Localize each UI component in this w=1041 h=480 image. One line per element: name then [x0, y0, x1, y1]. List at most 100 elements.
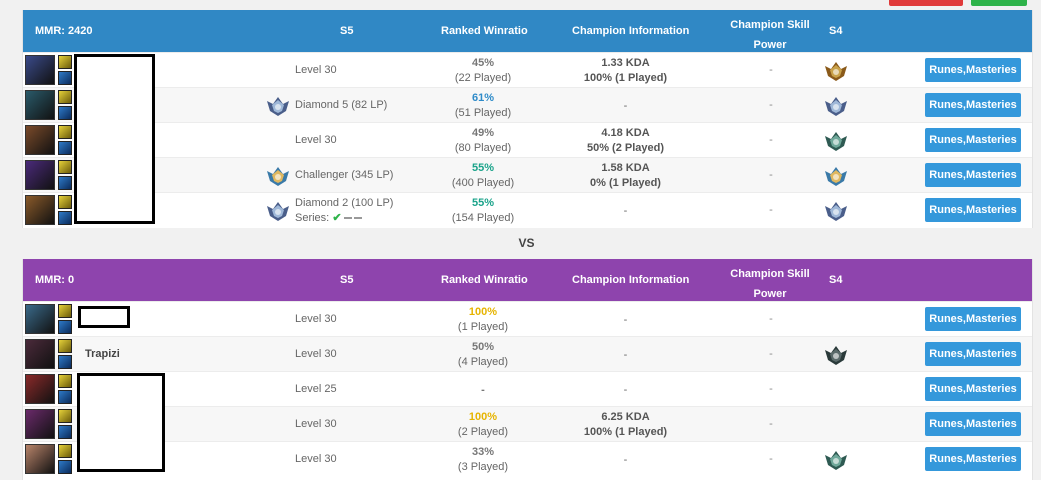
- summoner-spell-icon: [58, 425, 72, 439]
- summoner-spell-icon: [58, 460, 72, 474]
- team2-mmr: MMR: 0: [35, 274, 75, 286]
- champion-info: -: [623, 454, 628, 466]
- champion-icon[interactable]: [25, 55, 55, 85]
- champion-skill-power: -: [769, 313, 773, 325]
- runes-masteries-button[interactable]: Runes,Masteries: [925, 163, 1021, 187]
- player-row: Level 30 49% (80 Played) 4.18 KDA 50% (2 Pla…: [23, 122, 1032, 158]
- summoner-spell-icon: [58, 320, 72, 334]
- champion-info: 4.18 KDA 50% (2 Played): [586, 127, 665, 154]
- champion-icon[interactable]: [25, 304, 55, 334]
- champion-info: -: [623, 205, 628, 217]
- redacted-name-box: [74, 54, 155, 224]
- s4-tier-emblem-icon: [823, 198, 849, 224]
- runes-masteries-button[interactable]: Runes,Masteries: [925, 58, 1021, 82]
- player-row: Diamond 2 (100 LP) Series: ✔ 55% (154 Playe…: [23, 192, 1032, 228]
- top-red-button[interactable]: [889, 0, 963, 6]
- champion-icon[interactable]: [25, 444, 55, 474]
- player-row: Level 30 45% (22 Played) 1.33 KDA 100% (1 Pl…: [23, 52, 1032, 88]
- champion-info: -: [623, 349, 628, 361]
- played-count: (154 Played): [451, 212, 515, 224]
- ranked-winratio: 55% (400 Played): [433, 161, 533, 191]
- champion-icon[interactable]: [25, 90, 55, 120]
- winrate-percent: 100%: [468, 306, 498, 318]
- champion-icon[interactable]: [25, 374, 55, 404]
- winrate-percent: 100%: [468, 411, 498, 423]
- champion-icon[interactable]: [25, 125, 55, 155]
- champion-icon[interactable]: [25, 339, 55, 369]
- played-count: (51 Played): [454, 107, 512, 119]
- runes-masteries-button[interactable]: Runes,Masteries: [925, 198, 1021, 222]
- champion-skill-power: -: [769, 348, 773, 360]
- champion-skill-power: -: [769, 204, 773, 216]
- summoner-spell-icon: [58, 195, 72, 209]
- player-name[interactable]: Trapizi: [85, 348, 120, 360]
- champion-skill-power: -: [769, 383, 773, 395]
- runes-masteries-button[interactable]: Runes,Masteries: [925, 307, 1021, 331]
- top-green-button[interactable]: [971, 0, 1027, 6]
- header-s5: S5: [340, 274, 354, 286]
- winrate-percent: 50%: [471, 341, 495, 353]
- runes-masteries-button[interactable]: Runes,Masteries: [925, 93, 1021, 117]
- vs-label: VS: [518, 236, 535, 250]
- runes-masteries-button[interactable]: Runes,Masteries: [925, 447, 1021, 471]
- header-champion-skill-power: Champion Skill Power: [730, 268, 810, 300]
- summoner-spell-icon: [58, 106, 72, 120]
- header-ranked-winratio: Ranked Winratio: [441, 274, 528, 286]
- ranked-winratio: 100% (2 Played): [433, 410, 533, 440]
- winrate-percent: 33%: [471, 446, 495, 458]
- played-count: (400 Played): [451, 177, 515, 189]
- champion-info: 1.58 KDA 0% (1 Played): [590, 162, 661, 189]
- winrate-percent: -: [481, 384, 485, 396]
- runes-masteries-button[interactable]: Runes,Masteries: [925, 128, 1021, 152]
- runes-masteries-button[interactable]: Runes,Masteries: [925, 377, 1021, 401]
- team1-panel: MMR: 2420 S5 Ranked Winratio Champion In…: [22, 10, 1033, 228]
- summoner-spell-icon: [58, 339, 72, 353]
- check-icon: ✔: [332, 212, 342, 224]
- top-strip: [0, 0, 1041, 8]
- champion-info: -: [623, 100, 628, 112]
- played-count: (1 Played): [457, 321, 509, 333]
- s4-tier-emblem-icon: [823, 163, 849, 189]
- summoner-spell-icon: [58, 211, 72, 225]
- ranked-winratio: 45% (22 Played): [433, 56, 533, 86]
- player-row: Trapizi Level 30 50% (4 Played) - - Runes,Mast…: [23, 336, 1032, 372]
- summoner-spell-icon: [58, 160, 72, 174]
- summoner-spell-icon: [58, 390, 72, 404]
- played-count: (80 Played): [454, 142, 512, 154]
- rank-text: Level 30: [295, 418, 337, 430]
- redacted-name-box: [78, 306, 130, 328]
- champion-info: -: [623, 384, 628, 396]
- champion-skill-power: -: [769, 134, 773, 146]
- diamond-emblem-icon: [265, 93, 291, 119]
- summoner-spell-icon: [58, 355, 72, 369]
- rank-text: Level 30: [295, 64, 337, 76]
- player-row: Challenger (345 LP) 55% (400 Played) 1.58 K…: [23, 157, 1032, 193]
- runes-masteries-button[interactable]: Runes,Masteries: [925, 412, 1021, 436]
- champion-skill-power: -: [769, 64, 773, 76]
- runes-masteries-button[interactable]: Runes,Masteries: [925, 342, 1021, 366]
- header-s4: S4: [829, 274, 843, 286]
- played-count: (3 Played): [457, 461, 509, 473]
- champion-skill-power: -: [769, 453, 773, 465]
- ranked-winratio: 49% (80 Played): [433, 126, 533, 156]
- header-champion-information: Champion Information: [572, 25, 690, 37]
- s4-tier-emblem-icon: [823, 58, 849, 84]
- winrate-percent: 55%: [471, 162, 495, 174]
- ranked-winratio: 100% (1 Played): [433, 305, 533, 335]
- s4-tier-emblem-icon: [823, 128, 849, 154]
- champion-icon[interactable]: [25, 409, 55, 439]
- champion-icon[interactable]: [25, 195, 55, 225]
- ranked-winratio: -: [433, 383, 533, 398]
- header-s4: S4: [829, 25, 843, 37]
- team1-mmr: MMR: 2420: [35, 25, 93, 37]
- champion-icon[interactable]: [25, 160, 55, 190]
- rank-text: Diamond 2 (100 LP) Series: ✔: [295, 197, 394, 224]
- team2-panel: MMR: 0 S5 Ranked Winratio Champion Infor…: [22, 259, 1033, 480]
- player-row: Level 30 33% (3 Played) - - Runes,Masteries: [23, 441, 1032, 477]
- rank-text: Level 30: [295, 348, 337, 360]
- rank-text: Diamond 5 (82 LP): [295, 99, 388, 111]
- ranked-winratio: 55% (154 Played): [433, 196, 533, 226]
- winrate-percent: 61%: [471, 92, 495, 104]
- s4-tier-emblem-icon: [823, 342, 849, 368]
- redacted-name-box: [77, 373, 165, 472]
